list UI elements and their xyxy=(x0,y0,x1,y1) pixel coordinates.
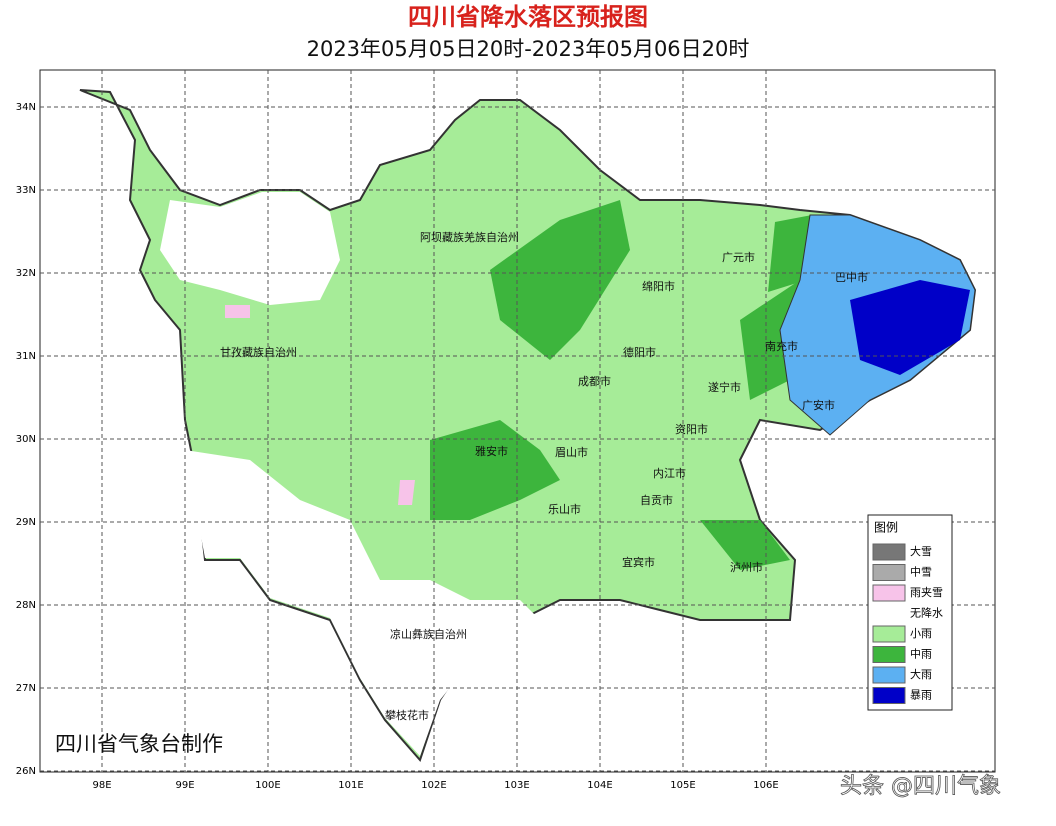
place-label: 雅安市 xyxy=(475,444,508,458)
legend-swatch xyxy=(872,646,906,663)
watermark: 头条 @四川气象 xyxy=(840,774,1001,799)
lat-tick-label: 26N xyxy=(16,766,36,777)
moderate-rain-area xyxy=(740,280,800,400)
place-label: 德阳市 xyxy=(623,345,656,359)
place-label: 宜宾市 xyxy=(622,555,655,569)
legend-label: 雨夹雪 xyxy=(910,586,943,599)
place-label: 广安市 xyxy=(802,398,835,412)
legend-swatch xyxy=(872,625,906,643)
credit: 四川省气象台制作 xyxy=(55,732,223,756)
lat-tick-label: 34N xyxy=(16,102,36,113)
legend-label: 中雪 xyxy=(910,566,932,579)
lon-tick-label: 98E xyxy=(92,780,111,791)
place-label: 绵阳市 xyxy=(642,279,675,293)
lon-tick-label: 105E xyxy=(670,780,695,791)
legend-label: 暴雨 xyxy=(910,689,932,702)
lat-tick-label: 27N xyxy=(16,683,36,694)
lon-tick-label: 102E xyxy=(421,780,446,791)
moderate-rain-area xyxy=(430,420,560,520)
legend-swatch xyxy=(872,564,906,581)
lon-tick-label: 100E xyxy=(255,780,280,791)
place-label: 自贡市 xyxy=(640,493,673,507)
legend-label: 中雨 xyxy=(910,648,932,661)
place-label: 南充市 xyxy=(765,339,798,353)
lat-tick-label: 33N xyxy=(16,185,36,196)
lon-tick-label: 106E xyxy=(753,780,778,791)
legend-label: 小雨 xyxy=(910,627,932,640)
lat-tick-label: 32N xyxy=(16,268,36,279)
subtitle: 2023年05月05日20时-2023年05月06日20时 xyxy=(307,37,750,61)
place-label: 乐山市 xyxy=(548,502,581,516)
place-label: 内江市 xyxy=(653,466,686,480)
place-label: 攀枝花市 xyxy=(385,708,429,722)
place-label: 遂宁市 xyxy=(708,380,741,394)
rainstorm-area xyxy=(850,280,970,375)
lon-tick-label: 101E xyxy=(338,780,363,791)
no-rain-area xyxy=(185,450,540,756)
legend-swatch xyxy=(872,584,906,602)
place-label: 成都市 xyxy=(578,374,611,388)
legend-swatch xyxy=(872,543,906,561)
moderate-rain-area xyxy=(490,200,630,360)
place-label: 凉山彝族自治州 xyxy=(390,627,467,641)
legend-swatch xyxy=(872,666,906,684)
place-label: 资阳市 xyxy=(675,422,708,436)
place-label: 泸州市 xyxy=(730,560,763,574)
legend-label: 大雪 xyxy=(910,544,932,558)
no-rain-area xyxy=(160,192,340,305)
lon-tick-label: 104E xyxy=(587,780,612,791)
moderate-rain-area xyxy=(700,520,790,570)
lat-tick-label: 31N xyxy=(16,351,36,362)
lon-tick-label: 99E xyxy=(175,780,194,791)
place-label: 甘孜藏族自治州 xyxy=(220,345,297,359)
place-label: 巴中市 xyxy=(835,270,868,284)
legend-swatch xyxy=(872,687,906,704)
lat-tick-label: 30N xyxy=(16,434,36,445)
legend-swatch xyxy=(873,605,905,622)
place-label: 眉山市 xyxy=(555,445,588,459)
sleet-area xyxy=(225,305,250,318)
legend-label: 大雨 xyxy=(910,667,932,681)
legend-label: 无降水 xyxy=(910,606,943,620)
title: 四川省降水落区预报图 xyxy=(408,3,648,31)
legend-title: 图例 xyxy=(874,521,898,535)
rain-areas xyxy=(79,89,977,762)
lon-tick-label: 103E xyxy=(504,780,529,791)
lat-tick-label: 29N xyxy=(16,517,36,528)
sleet-area xyxy=(398,480,415,505)
lat-tick-label: 28N xyxy=(16,600,36,611)
place-label: 阿坝藏族羌族自治州 xyxy=(420,230,519,244)
place-label: 广元市 xyxy=(722,250,755,264)
